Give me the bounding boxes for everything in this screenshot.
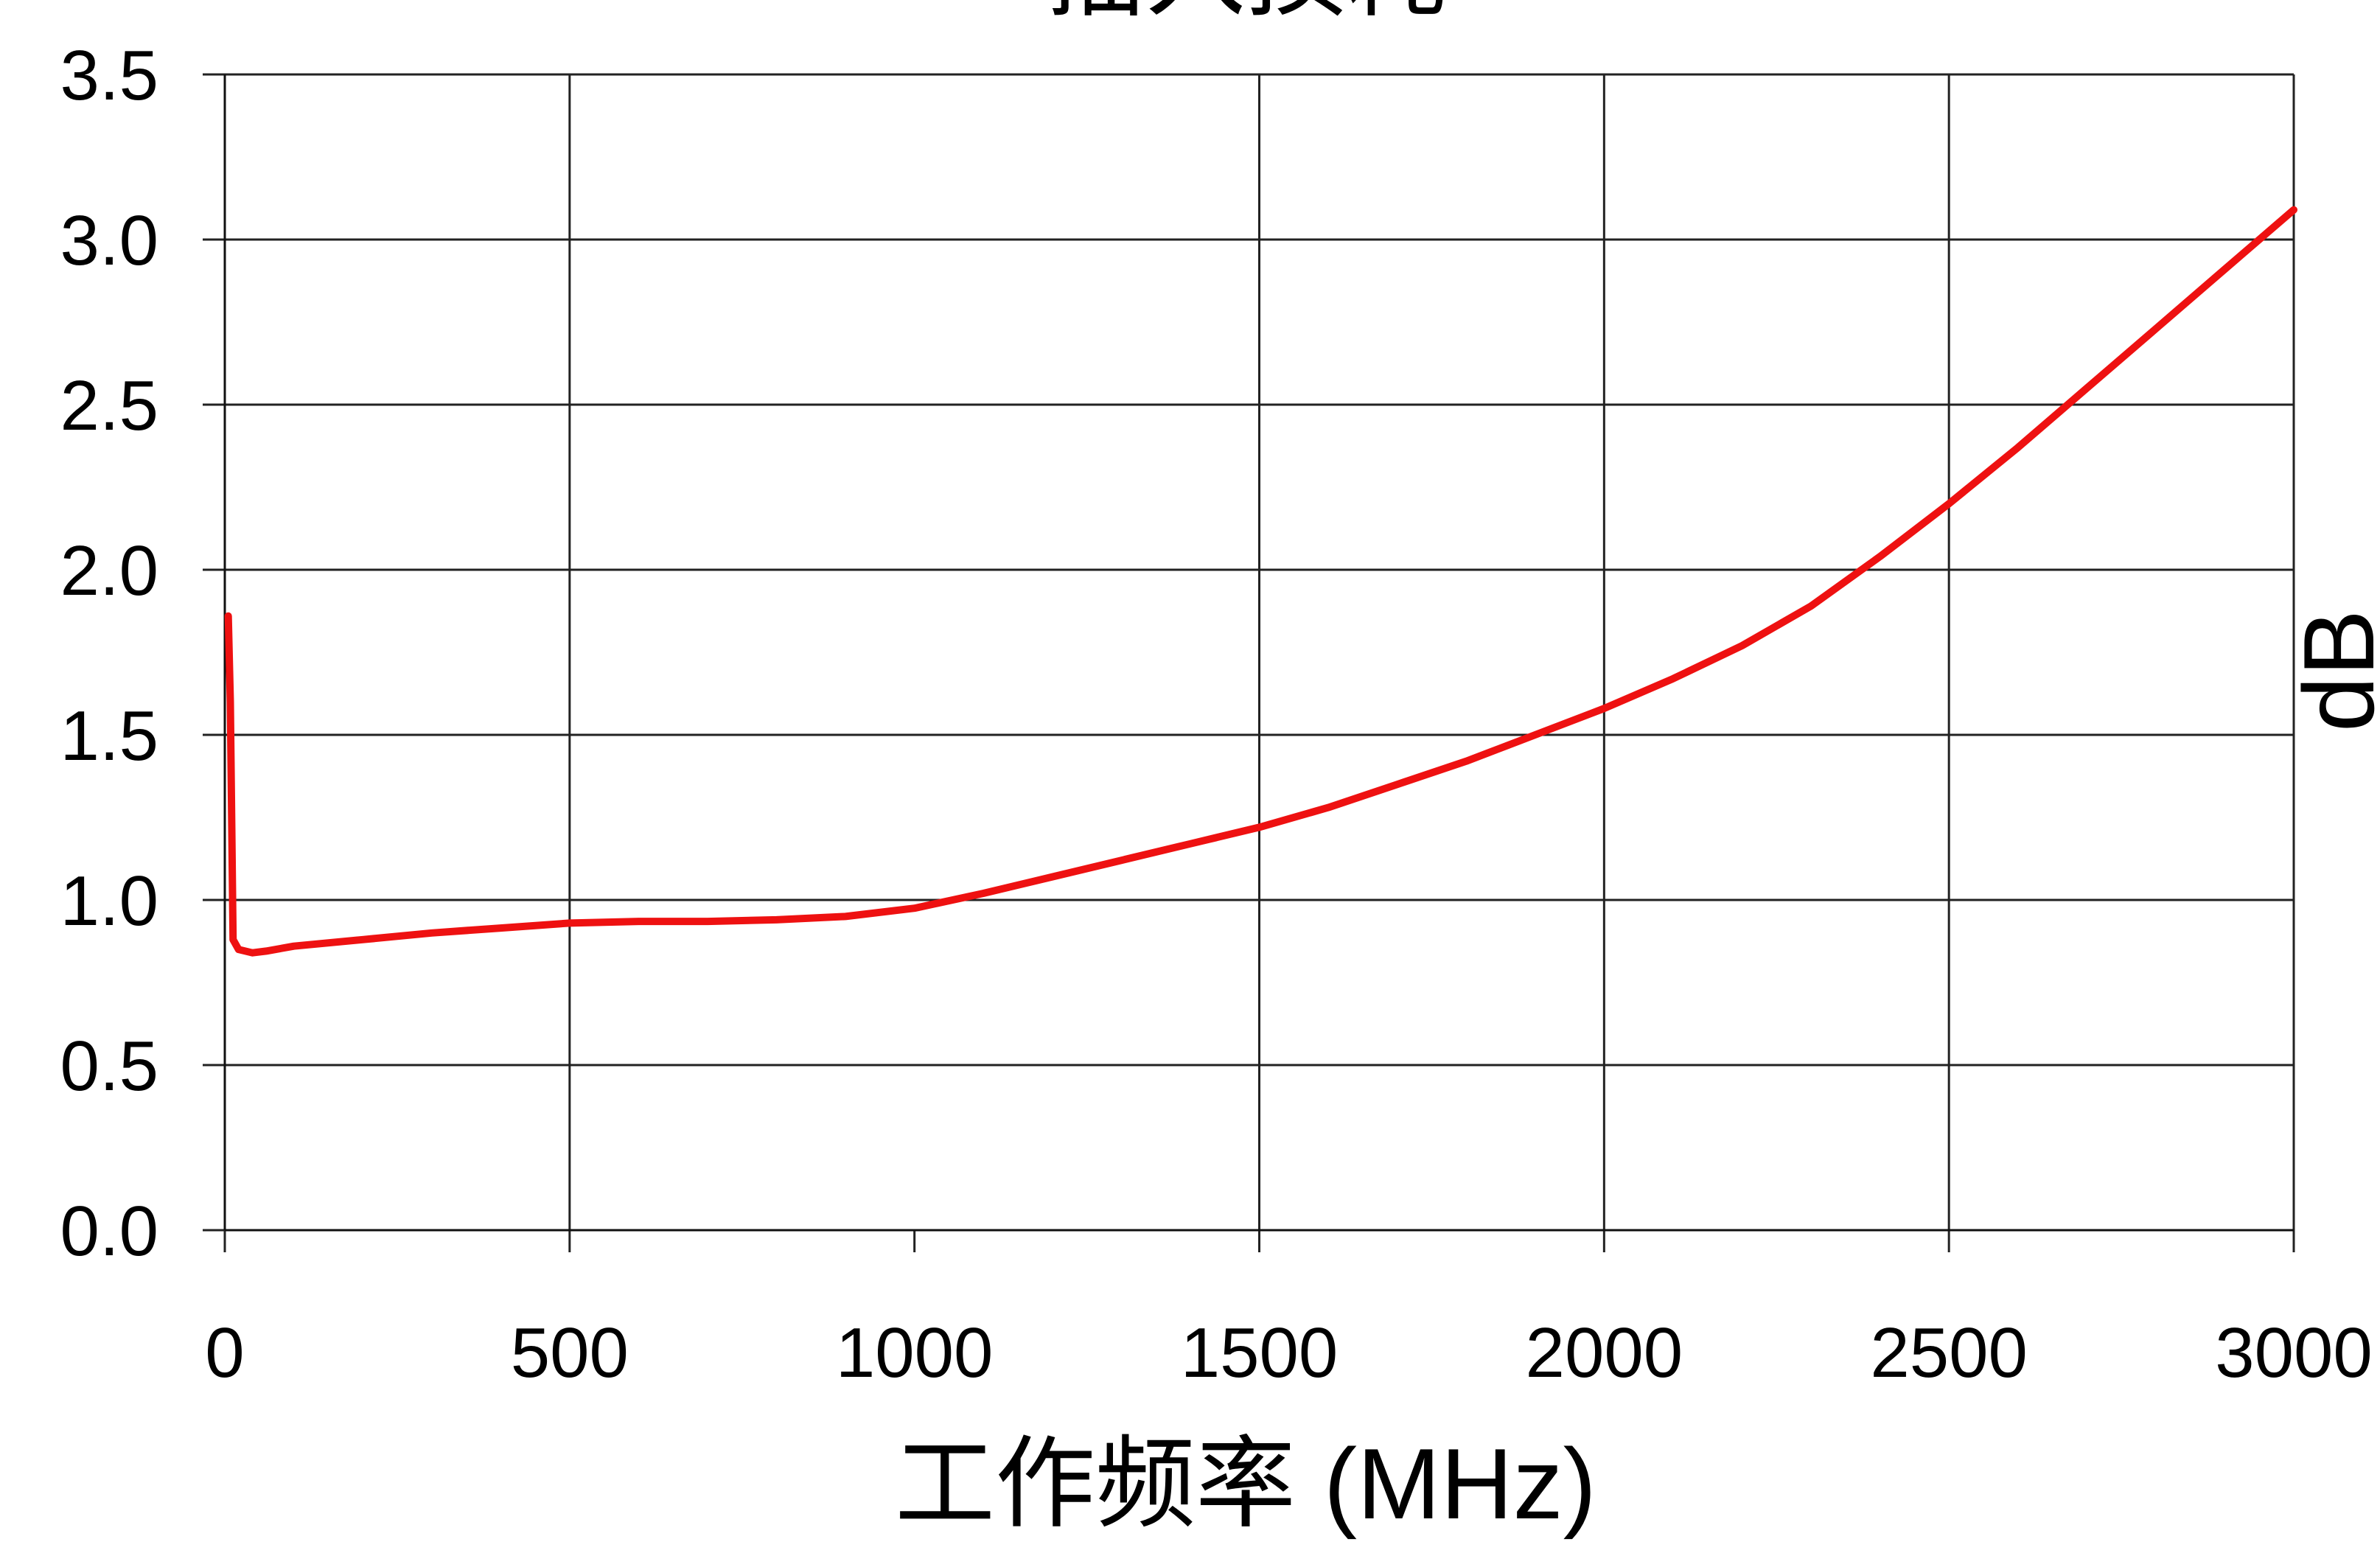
x-gridlines [223,74,2295,1252]
y-tick-label: 1.0 [60,862,158,940]
y-tick-label: 0.5 [60,1027,158,1106]
x-tick-labels: 0 500 1000 1500 2000 2500 3000 [205,1313,2372,1392]
y-gridlines [203,73,2294,1232]
x-tick-label: 0 [205,1313,244,1392]
x-tick-label: 1500 [1181,1313,1339,1392]
x-tick-label: 2500 [1870,1313,2028,1392]
y-tick-label: 2.0 [60,531,158,610]
y-axis-title: dB [2283,610,2380,732]
series-layer [224,206,2297,957]
x-tick-label: 1000 [836,1313,994,1392]
series-line-0 [224,206,2297,957]
x-tick-label: 500 [511,1313,629,1392]
x-axis-title: 工作频率 (MHz) [895,1428,1596,1540]
y-tick-label: 0.0 [60,1192,158,1271]
y-tick-label: 1.5 [60,697,158,775]
x-tick-label: 2000 [1526,1313,1683,1392]
y-tick-label: 3.5 [60,36,158,115]
y-tick-label: 2.5 [60,366,158,445]
axes [223,74,2294,1232]
x-tick-label: 3000 [2215,1313,2373,1392]
chart-title: 插入损耗 [1045,0,1446,29]
y-tick-label: 3.0 [60,201,158,280]
y-tick-labels: 0.0 0.5 1.0 1.5 2.0 2.5 3.0 3.5 [60,36,158,1271]
